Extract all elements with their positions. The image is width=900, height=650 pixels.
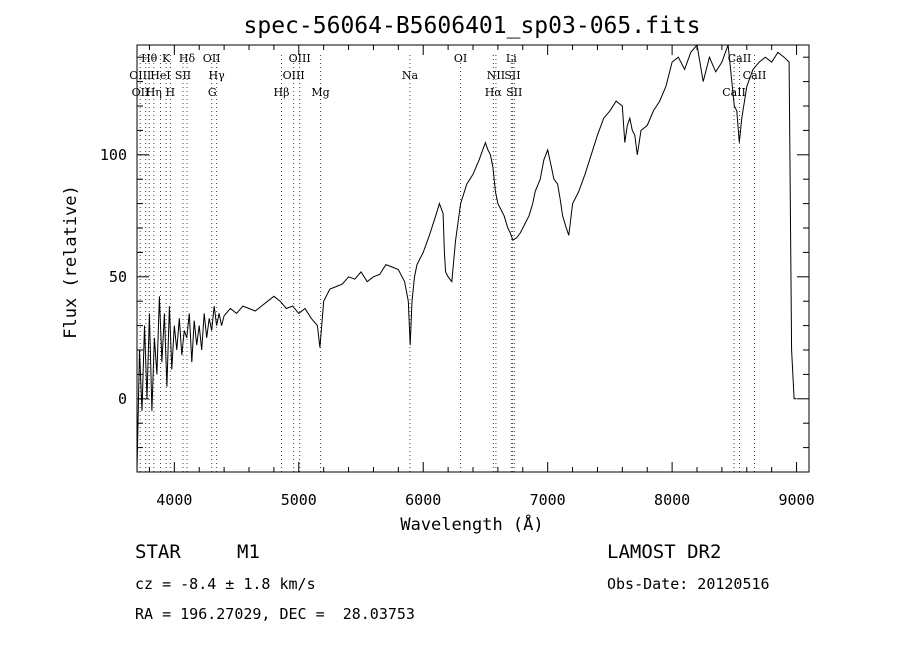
x-tick-label: 4000 [156, 491, 192, 509]
spectral-line-label: H [166, 86, 176, 99]
x-tick-label: 5000 [281, 491, 317, 509]
y-tick-label: 0 [118, 390, 127, 408]
spectral-line-label: CaII [743, 69, 767, 82]
spectral-line-label: Hη [146, 86, 162, 99]
spectral-line-label: Mg [311, 86, 329, 99]
spectral-line-label: HeI [150, 69, 170, 82]
spectral-line-label: OIII [289, 52, 311, 65]
y-tick-label: 50 [109, 268, 127, 286]
redshift-cz: cz = -8.4 ± 1.8 km/s [135, 575, 316, 593]
spectral-line-label: Hδ [179, 52, 196, 65]
x-tick-label: 7000 [530, 491, 566, 509]
spectral-line-label: Hβ [274, 86, 290, 99]
y-axis-label: Flux (relative) [61, 185, 81, 339]
x-tick-label: 9000 [778, 491, 814, 509]
spectral-line-label: G [208, 86, 217, 99]
spectral-line-label: Hα [485, 86, 503, 99]
y-tick-label: 100 [100, 146, 127, 164]
spectral-line-label: OII [203, 52, 221, 65]
spectral-line-label: SII [504, 69, 520, 82]
spectral-line-label: NII [487, 69, 505, 82]
spectral-line-label: Hγ [209, 69, 226, 82]
spectral-line-label: K [162, 52, 171, 65]
spectrum-series [136, 43, 797, 473]
spectral-line-label: OI [454, 52, 467, 65]
survey-name: LAMOST DR2 [607, 541, 722, 563]
spectral-line-label: SII [506, 86, 522, 99]
observation-date: Obs-Date: 20120516 [607, 575, 770, 593]
object-subclass: M1 [237, 541, 260, 563]
spectral-line-label: OIII [283, 69, 305, 82]
object-type: STAR [135, 541, 181, 563]
x-axis-label: Wavelength (Å) [400, 513, 543, 535]
plot-frame [136, 44, 810, 473]
chart-title: spec-56064-B5606401_sp03-065.fits [244, 13, 701, 39]
spectral-line-label: Hθ [141, 52, 158, 65]
spectral-line-label: CaII [722, 86, 746, 99]
spectral-line-label: OIII [129, 69, 151, 82]
spectral-line-label: Na [402, 69, 419, 82]
coordinates: RA = 196.27029, DEC = 28.03753 [135, 605, 415, 623]
spectral-line-label: OII [132, 86, 150, 99]
spectral-line-label: SII [175, 69, 191, 82]
spectral-line-label: CaII [728, 52, 752, 65]
spectral-line-label: Li [506, 52, 517, 65]
x-tick-label: 8000 [654, 491, 690, 509]
x-tick-label: 6000 [405, 491, 441, 509]
